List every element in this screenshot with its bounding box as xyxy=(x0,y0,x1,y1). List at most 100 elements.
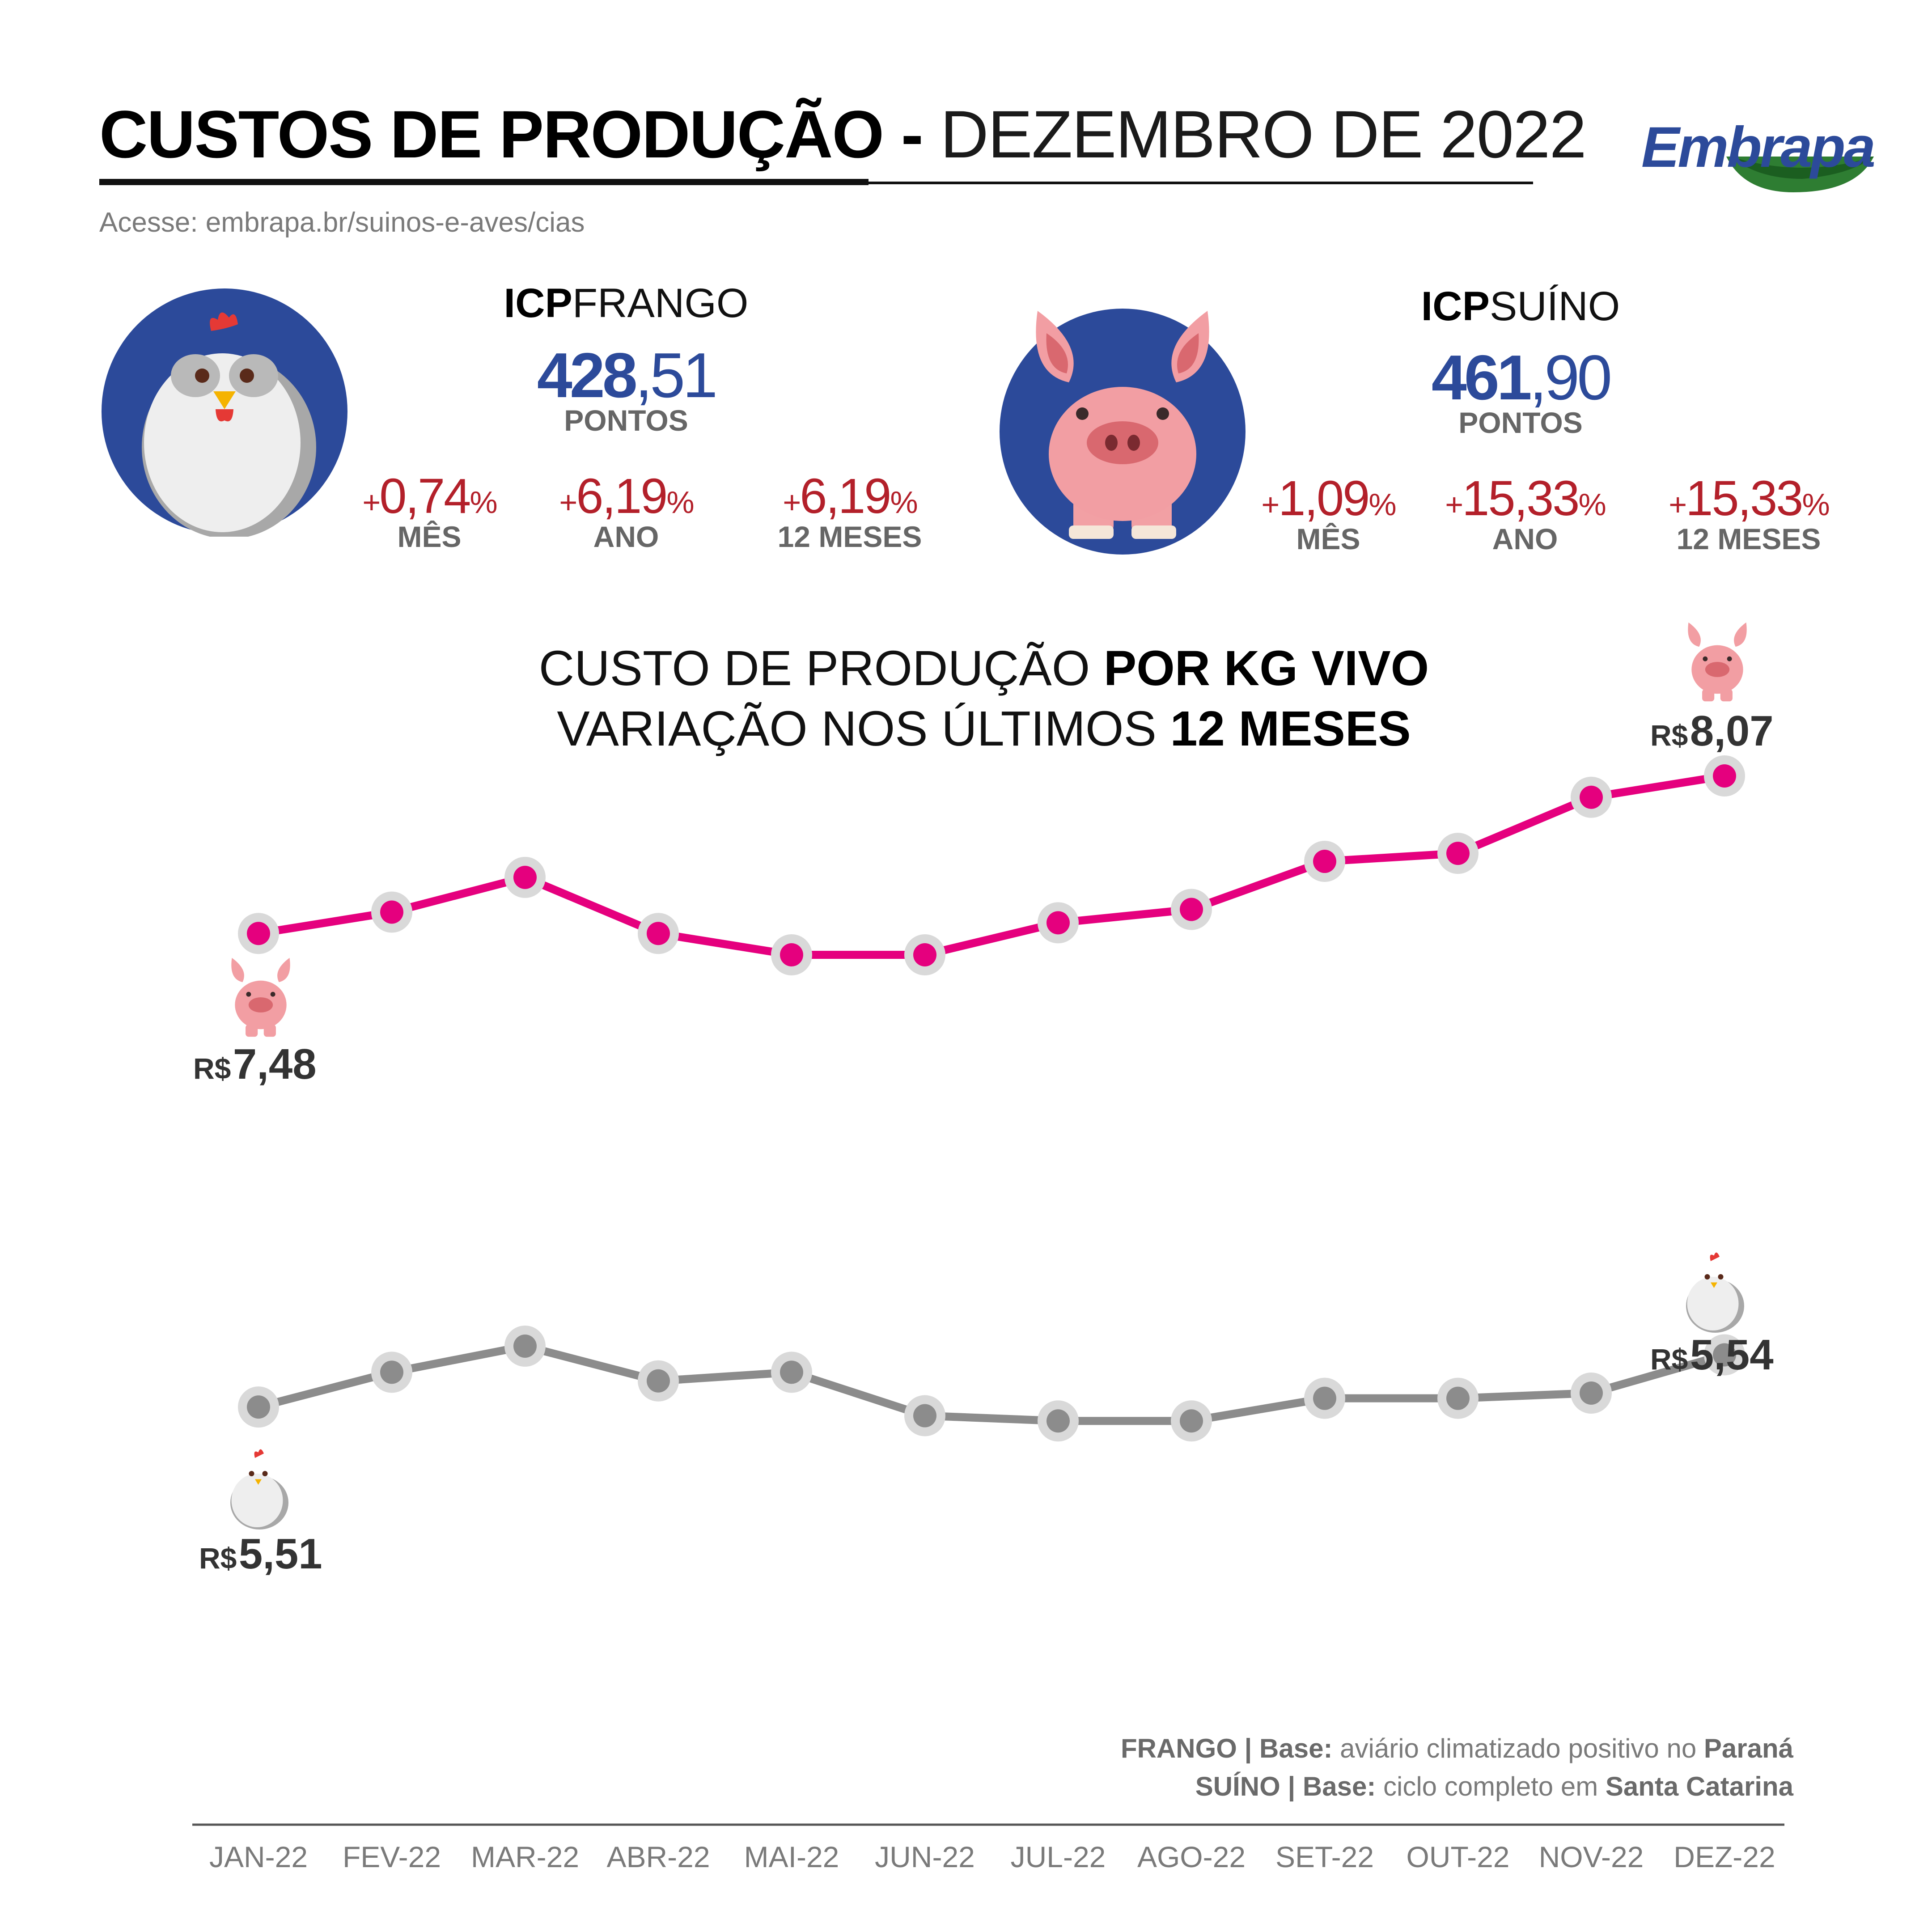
embrapa-logo[interactable]: Embrapa xyxy=(1641,107,1876,197)
x-tick-label: JAN-22 xyxy=(209,1840,308,1873)
frango-point[interactable] xyxy=(504,1326,546,1367)
suino-point[interactable] xyxy=(1704,755,1745,797)
frango-point-dot xyxy=(1180,1409,1203,1433)
frango-change-month: +0,74% xyxy=(362,469,497,524)
chicken-end-icon xyxy=(1686,1252,1744,1333)
chart-heading-line2-bold: 12 MESES xyxy=(1170,701,1411,756)
suino-point[interactable] xyxy=(238,913,279,954)
frango-start-value: R$ 5,51 xyxy=(199,1530,322,1578)
access-link[interactable]: Acesse: embrapa.br/suinos-e-aves/cias xyxy=(99,207,585,238)
suino-point-dot xyxy=(380,900,403,924)
frango-point[interactable] xyxy=(1171,1400,1212,1442)
chart-heading-line2-light: VARIAÇÃO NOS ÚLTIMOS xyxy=(557,701,1170,756)
icp-frango-label-bold: ICP xyxy=(504,280,572,326)
icp-frango-value-dec: ,51 xyxy=(635,340,718,411)
frango-point-dot xyxy=(1046,1409,1070,1433)
x-axis-ticks: JAN-22 FEV-22 MAR-22 ABR-22 MAI-22 JUN-22 JUL-… xyxy=(209,1840,1775,1873)
frango-point[interactable] xyxy=(1304,1377,1345,1419)
frango-point-dot xyxy=(647,1369,670,1393)
icp-suino-units: PONTOS xyxy=(1458,406,1583,439)
suino-line xyxy=(254,772,1729,959)
x-tick-label: DEZ-22 xyxy=(1674,1840,1775,1873)
chart-heading-line1-bold: POR KG VIVO xyxy=(1103,641,1429,696)
suino-point-dot xyxy=(780,943,803,966)
icp-frango-value-int: 428 xyxy=(537,340,638,411)
frango-point[interactable] xyxy=(638,1360,679,1402)
suino-point[interactable] xyxy=(1171,889,1212,930)
suino-change-year-label: ANO xyxy=(1492,522,1558,555)
frango-change-12m: +6,19% xyxy=(783,469,918,524)
suino-point-dot xyxy=(647,922,670,945)
suino-change-12m-label: 12 MESES xyxy=(1676,522,1821,555)
frango-change-year-label: ANO xyxy=(593,520,659,553)
icp-suino-value: 461,90 xyxy=(1342,344,1699,411)
x-tick-label: MAI-22 xyxy=(744,1840,839,1873)
frango-point[interactable] xyxy=(238,1386,279,1428)
suino-point[interactable] xyxy=(771,934,812,975)
suino-point-dot xyxy=(1446,842,1470,865)
logo-leaf-icon xyxy=(1726,157,1874,192)
suino-point[interactable] xyxy=(1304,841,1345,882)
icp-frango-label-light: FRANGO xyxy=(572,280,749,326)
frango-point[interactable] xyxy=(771,1352,812,1393)
suino-point-dot xyxy=(1580,785,1603,809)
frango-point[interactable] xyxy=(1704,1334,1745,1376)
suino-point[interactable] xyxy=(1571,776,1612,818)
frango-point-dot xyxy=(513,1335,537,1358)
suino-end-value: R$ 8,07 xyxy=(1650,707,1774,755)
frango-point-dot xyxy=(1446,1386,1470,1410)
x-tick-label: SET-22 xyxy=(1275,1840,1374,1873)
suino-point[interactable] xyxy=(904,934,945,975)
title-light: DEZEMBRO DE 2022 xyxy=(940,97,1586,172)
frango-line xyxy=(254,1342,1729,1425)
suino-point-dot xyxy=(913,943,936,966)
frango-change-month-label: MÊS xyxy=(397,520,462,553)
suino-point[interactable] xyxy=(1437,833,1479,874)
icp-frango-label: ICPFRANGO xyxy=(447,281,805,326)
icp-frango-units: PONTOS xyxy=(564,404,688,437)
frango-point-dot xyxy=(1580,1381,1603,1405)
suino-point[interactable] xyxy=(371,891,412,933)
series-suino xyxy=(238,755,1745,975)
frango-point-dot xyxy=(1713,1343,1736,1367)
pig-start-icon xyxy=(231,958,290,1037)
frango-point[interactable] xyxy=(371,1352,412,1393)
suino-point[interactable] xyxy=(638,913,679,954)
x-tick-label: ABR-22 xyxy=(606,1840,710,1873)
title-bold: CUSTOS DE PRODUÇÃO - xyxy=(99,97,924,172)
chicken-start-icon xyxy=(230,1449,288,1530)
suino-point-dot xyxy=(1713,764,1736,788)
suino-point[interactable] xyxy=(1038,902,1079,944)
frango-point-dot xyxy=(1313,1386,1336,1410)
pig-icon xyxy=(1000,309,1246,555)
x-tick-label: JUL-22 xyxy=(1011,1840,1106,1873)
icp-suino-label-bold: ICP xyxy=(1421,284,1490,329)
frango-point-dot xyxy=(913,1404,936,1428)
suino-change-month-label: MÊS xyxy=(1296,522,1360,555)
frango-end-value: R$ 5,54 xyxy=(1650,1331,1774,1379)
frango-change-12m-label: 12 MESES xyxy=(777,520,922,553)
frango-point[interactable] xyxy=(1038,1400,1079,1442)
chart-heading-line2: VARIAÇÃO NOS ÚLTIMOS 12 MESES xyxy=(447,700,1521,758)
suino-change-12m: +15,33% xyxy=(1669,471,1830,526)
frango-point-dot xyxy=(247,1395,270,1419)
suino-change-year: +15,33% xyxy=(1445,471,1606,526)
note-suino: SUÍNO | Base: ciclo completo em Santa Ca… xyxy=(1195,1771,1793,1801)
frango-point-dot xyxy=(380,1360,403,1384)
suino-point-dot xyxy=(513,865,537,889)
frango-point[interactable] xyxy=(904,1395,945,1436)
logo-text: Embrapa xyxy=(1641,115,1876,179)
title-underline xyxy=(99,179,869,185)
suino-point[interactable] xyxy=(504,856,546,898)
icp-suino-value-dec: ,90 xyxy=(1529,342,1612,413)
icp-suino-label-light: SUÍNO xyxy=(1490,284,1620,329)
icp-suino-value-int: 461 xyxy=(1431,342,1532,413)
x-tick-label: NOV-22 xyxy=(1539,1840,1644,1873)
suino-point-dot xyxy=(247,922,270,945)
frango-point[interactable] xyxy=(1437,1377,1479,1419)
icp-suino-label: ICPSUÍNO xyxy=(1342,284,1699,329)
page-title: CUSTOS DE PRODUÇÃO - DEZEMBRO DE 2022 xyxy=(99,96,1587,172)
x-tick-label: FEV-22 xyxy=(343,1840,441,1873)
frango-point[interactable] xyxy=(1571,1373,1612,1414)
